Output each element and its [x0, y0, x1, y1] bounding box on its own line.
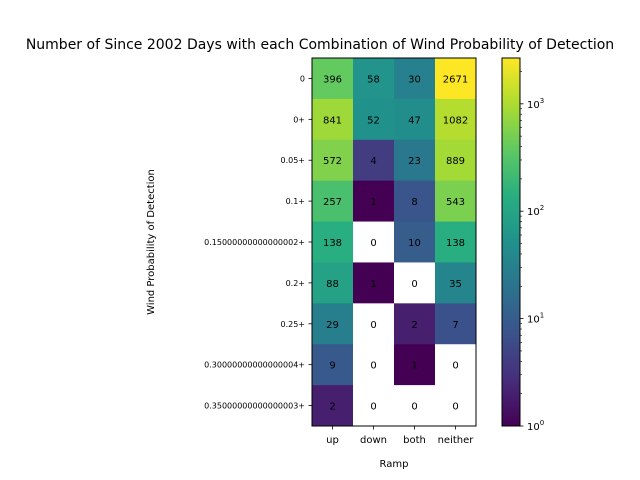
heatmap-cell: [353, 344, 395, 386]
cell-value-label: 4: [370, 156, 376, 167]
heatmap-cell: [353, 98, 395, 141]
heatmap-cell: [394, 180, 436, 223]
cell-value-label: 7: [452, 320, 458, 331]
heatmap-cell: [353, 221, 395, 263]
heatmap-cell: [435, 385, 477, 427]
cell-value-label: 0: [452, 402, 458, 413]
heatmap-cell: [312, 139, 354, 182]
heatmap-cell: [435, 139, 477, 182]
cell-value-label: 1082: [443, 115, 468, 126]
cell-value-label: 0: [370, 238, 376, 249]
heatmap-cell: [312, 344, 354, 386]
cell-value-label: 138: [446, 238, 465, 249]
colorbar-tick-label: 102: [527, 204, 544, 218]
cell-value-label: 52: [367, 115, 380, 126]
heatmap-cell: [394, 221, 436, 263]
cell-value-label: 23: [408, 156, 421, 167]
colorbar-tick-label: 100: [527, 419, 544, 433]
heatmap-cell: [312, 385, 354, 427]
cell-value-label: 0: [411, 279, 417, 290]
cell-value-label: 10: [408, 238, 421, 249]
heatmap-cell: [435, 344, 477, 386]
x-tick-label: down: [360, 435, 387, 446]
x-tick-label: both: [403, 435, 426, 446]
cell-value-label: 1: [411, 361, 417, 372]
cell-value-label: 889: [446, 156, 465, 167]
cell-value-label: 2: [329, 402, 335, 413]
colorbar-tick-label: 103: [527, 97, 544, 111]
y-tick-label: 0+: [293, 115, 305, 124]
x-tick-label: neither: [438, 435, 475, 446]
cell-value-label: 0: [370, 361, 376, 372]
heatmap-cell: [394, 139, 436, 182]
y-tick-label: 0.1+: [286, 197, 305, 206]
cell-value-label: 9: [329, 361, 335, 372]
heatmap-cell: [435, 221, 477, 263]
cell-value-label: 8: [411, 197, 417, 208]
cell-value-label: 88: [326, 279, 339, 290]
cell-value-label: 35: [449, 279, 462, 290]
y-tick-label: 0: [300, 74, 305, 83]
heatmap-cell: [435, 180, 477, 223]
colorbar-ticks: 100 101 102 103: [520, 71, 544, 433]
cell-value-label: 2671: [443, 74, 468, 85]
cell-value-label: 396: [323, 74, 342, 85]
chart-title: Number of Since 2002 Days with each Comb…: [26, 37, 614, 53]
cell-value-label: 1: [370, 279, 376, 290]
cell-value-label: 257: [323, 197, 342, 208]
cell-value-label: 0: [370, 402, 376, 413]
cell-value-label: 841: [323, 115, 342, 126]
y-tick-label: 0.15000000000000002+: [204, 238, 305, 247]
cell-value-label: 29: [326, 320, 339, 331]
heatmap-cell: [353, 180, 395, 223]
cell-value-label: 0: [452, 361, 458, 372]
heatmap-cell: [312, 58, 354, 100]
heatmap-cell: [435, 303, 477, 345]
heatmap-cell: [353, 303, 395, 345]
y-axis-label: Wind Probability of Detection: [146, 169, 157, 315]
heatmap-cell: [312, 303, 354, 345]
cell-value-label: 2: [411, 320, 417, 331]
y-tick-label: 0.25+: [280, 320, 305, 329]
y-tick-label: 0.05+: [280, 156, 305, 165]
cell-value-label: 543: [446, 197, 465, 208]
cell-value-label: 0: [411, 402, 417, 413]
cell-value-label: 572: [323, 156, 342, 167]
heatmap-cell: [353, 385, 395, 427]
x-tick-label: up: [326, 435, 339, 446]
x-axis-label: Ramp: [380, 459, 409, 470]
heatmap-cell: [394, 385, 436, 427]
cell-value-label: 47: [408, 115, 421, 126]
heatmap-cell: [435, 98, 477, 141]
y-tick-label: 0.35000000000000003+: [204, 402, 305, 411]
x-axis-ticks: up down both neither: [326, 426, 474, 446]
heatmap-cell: [353, 262, 395, 304]
heatmap-cell: [353, 139, 395, 182]
heatmap-cell: [353, 58, 395, 100]
y-tick-label: 0.30000000000000004+: [204, 361, 305, 370]
cell-value-label: 1: [370, 197, 376, 208]
cell-value-label: 58: [367, 74, 380, 85]
colorbar: [501, 57, 521, 427]
heatmap-cell: [312, 98, 354, 141]
heatmap-cell: [394, 344, 436, 386]
y-axis-ticks: 0 0+ 0.05+ 0.1+ 0.15000000000000002+ 0.2+ 0.25…: [204, 74, 312, 411]
heatmap-cell: [312, 221, 354, 263]
heatmap-cells: [312, 58, 477, 427]
y-tick-label: 0.2+: [286, 279, 305, 288]
colorbar-tick-label: 101: [527, 312, 544, 326]
heatmap-cell: [435, 58, 477, 100]
heatmap-cell: [312, 262, 354, 304]
cell-value-label: 138: [323, 238, 342, 249]
heatmap-cell: [394, 303, 436, 345]
cell-value-label: 0: [370, 320, 376, 331]
cell-value-label: 30: [408, 74, 421, 85]
heatmap-cell: [394, 98, 436, 141]
heatmap-cell: [435, 262, 477, 304]
heatmap-cell: [312, 180, 354, 223]
heatmap-cell: [394, 58, 436, 100]
heatmap-cell: [394, 262, 436, 304]
